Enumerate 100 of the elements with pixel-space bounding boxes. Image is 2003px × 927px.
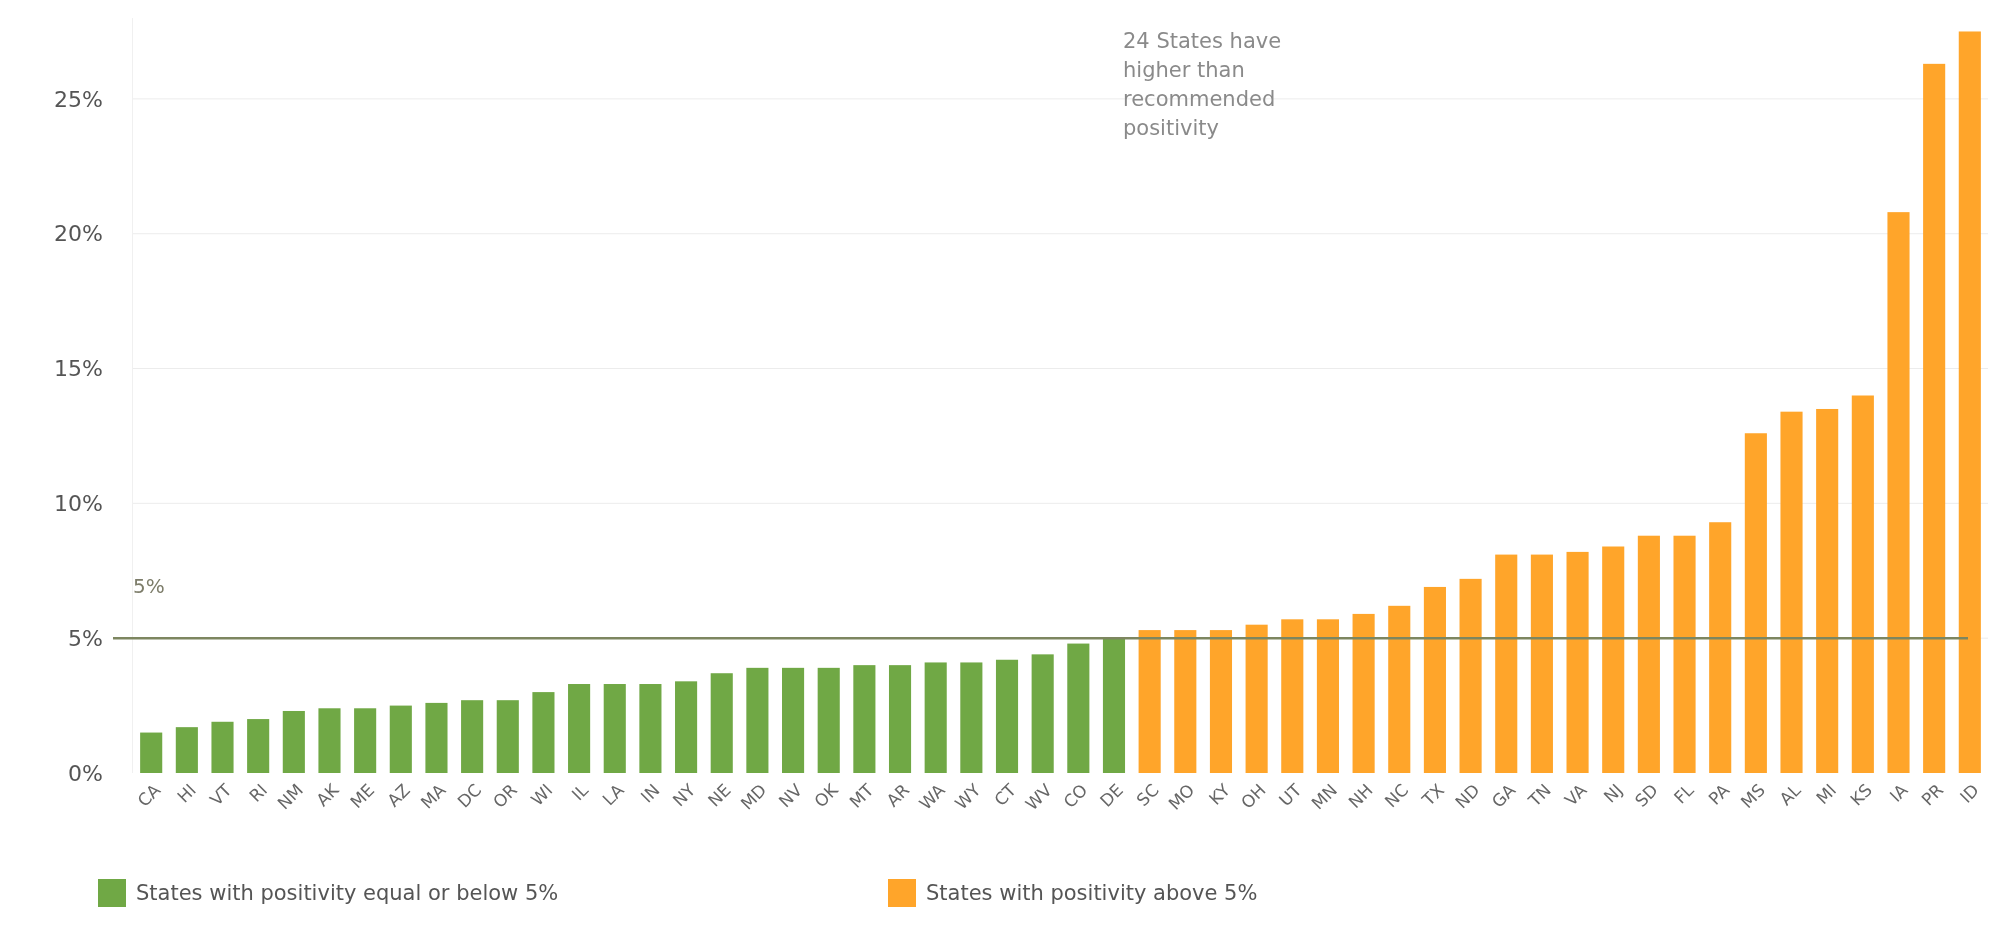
bar [568,684,591,773]
x-tick-label: WA [915,779,949,814]
bar [1816,408,1839,773]
y-tick-label: 0% [68,760,103,786]
bar [1530,554,1553,773]
bar [1423,586,1446,773]
x-tick-label: ID [1955,779,1983,807]
bar [639,684,662,773]
x-tick-label: OK [810,779,843,812]
bar [1459,578,1482,773]
x-tick-label: PA [1704,779,1734,809]
bar [532,692,555,773]
bar [1709,522,1732,773]
x-tick-label: AZ [383,779,414,811]
x-tick-label: SC [1132,779,1163,811]
x-tick-label: ND [1451,779,1484,813]
x-tick-label: MA [416,779,450,813]
x-tick-label: CT [990,779,1021,810]
annotation: 24 States have higher than recommended positivity [1123,29,1282,140]
bar [1031,654,1054,773]
x-tick-label: DE [1096,779,1128,811]
x-tick-label: OH [1237,779,1270,813]
bar [1102,638,1126,773]
x-tick-label: OR [488,779,521,812]
x-tick-label: CO [1059,779,1092,812]
x-tick-label: AK [312,779,344,811]
x-tick-label: MN [1307,779,1341,814]
bar [1780,411,1803,773]
bar [1602,546,1625,773]
bar [853,665,876,773]
y-tick-label: 15% [54,356,103,382]
x-tick-label: UT [1275,779,1306,811]
bar [1744,433,1767,773]
x-tick-label: HI [173,779,200,807]
bar [1851,395,1874,773]
bar [1138,630,1161,773]
bar [960,662,983,773]
x-tick-label: AR [882,779,914,811]
x-tick-label: CA [133,779,165,811]
x-tick-label: NY [668,779,700,811]
x-tick-label: IN [636,779,664,807]
x-tick-label: ME [346,779,379,813]
x-tick-label: MI [1812,779,1841,808]
bar [140,732,163,773]
bar [1281,619,1304,773]
bar [211,721,234,773]
y-tick-label: 10% [54,491,103,517]
x-tick-label: NC [1380,779,1413,812]
bar [1067,643,1090,773]
x-tick-label: WY [951,779,985,814]
y-tick-label: 20% [54,221,103,247]
x-tick-label: NM [273,779,307,814]
bar [1887,212,1910,773]
x-tick-label: IL [567,779,593,805]
x-tick-label: TX [1417,779,1449,811]
x-tick-label: GA [1487,779,1520,812]
bar [888,665,912,773]
x-tick-label: FL [1669,779,1698,808]
x-tick-label: KY [1205,779,1235,809]
x-tick-label: TN [1523,779,1555,812]
bar [746,667,769,773]
x-tick-label: WI [526,779,557,810]
bar [175,727,198,773]
x-tick-label: MO [1164,779,1199,814]
x-tick-label: DC [453,779,486,812]
bar [1245,624,1268,773]
bar [282,710,305,773]
x-tick-label: MT [845,779,878,812]
bar [603,684,626,773]
bar [425,702,448,773]
x-tick-label: NV [774,779,807,812]
bar [1495,554,1518,773]
bar [1566,551,1589,773]
x-tick-label: NJ [1599,779,1627,807]
bar [675,681,698,773]
x-tick-label: NE [704,779,735,811]
bar [247,719,270,773]
x-tick-label: MS [1736,779,1769,813]
bar [995,659,1019,773]
x-tick-label: IA [1885,779,1912,806]
legend-label: States with positivity equal or below 5% [136,881,559,906]
bar [1174,630,1197,773]
bar [782,667,805,773]
bar [496,700,519,773]
x-tick-label: VT [205,779,236,810]
x-tick-label: MD [736,779,771,814]
bar [389,705,412,773]
bar [1958,31,1981,773]
bar [924,662,947,773]
x-tick-label: LA [598,779,629,810]
bar [1637,535,1660,773]
x-tick-label: AL [1775,779,1805,809]
y-tick-label: 25% [54,86,103,112]
x-tick-label: VA [1560,779,1591,810]
bar [1673,535,1696,773]
x-tick-label: PR [1917,779,1948,810]
bar [1923,63,1946,773]
bar [1209,630,1233,773]
bar [461,700,484,773]
y-tick-label: 5% [68,625,103,651]
